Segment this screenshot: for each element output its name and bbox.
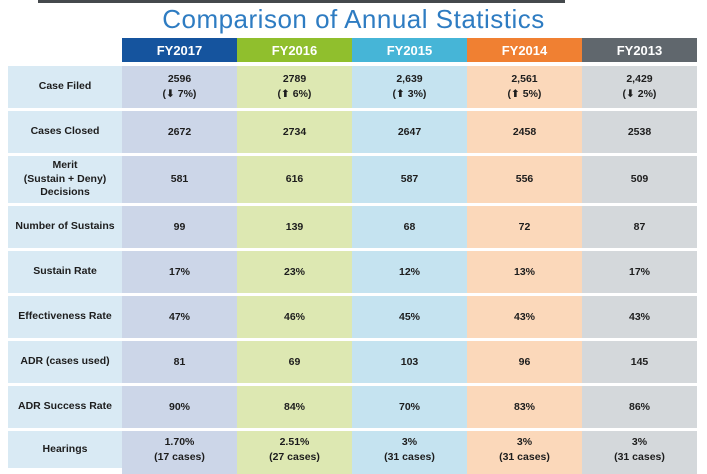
table-cell: 2789 (⬆ 6%) — [237, 66, 352, 108]
table-row-adr-success-rate: ADR Success Rate 90% 84% 70% 83% 86% — [8, 386, 697, 428]
table-cell: 139 — [237, 206, 352, 248]
table-row-hearings: Hearings 1.70% (17 cases) 2.51% (27 case… — [8, 431, 697, 468]
row-label-cell: ADR Success Rate — [8, 386, 122, 428]
table-cell: 2672 — [122, 111, 237, 153]
table-cell: 2,639 (⬆ 3%) — [352, 66, 467, 108]
footer-cell — [582, 468, 697, 474]
table-row-case-filed: Case Filed 2596 (⬇ 7%) 2789 (⬆ 6%) 2,639… — [8, 66, 697, 108]
footer-cell — [122, 468, 237, 474]
table-cell: 99 — [122, 206, 237, 248]
table-cell: 45% — [352, 296, 467, 338]
table-cell: 3% (31 cases) — [467, 431, 582, 468]
footer-cell — [467, 468, 582, 474]
table-row-number-of-sustains: Number of Sustains 99 139 68 72 87 — [8, 206, 697, 248]
table-cell: 87 — [582, 206, 697, 248]
table-cell: 2,561 (⬆ 5%) — [467, 66, 582, 108]
table-cell: 12% — [352, 251, 467, 293]
table-cell: 1.70% (17 cases) — [122, 431, 237, 468]
table-cell: 17% — [122, 251, 237, 293]
table-row-cases-closed: Cases Closed 2672 2734 2647 2458 2538 — [8, 111, 697, 153]
row-label-cell: Case Filed — [8, 66, 122, 108]
table-row-effectiveness-rate: Effectiveness Rate 47% 46% 45% 43% 43% — [8, 296, 697, 338]
row-label-cell: ADR (cases used) — [8, 341, 122, 383]
footer-cell — [352, 468, 467, 474]
table-cell: 616 — [237, 156, 352, 203]
table-cell: 587 — [352, 156, 467, 203]
table-cell: 23% — [237, 251, 352, 293]
table-cell: 84% — [237, 386, 352, 428]
table-cell: 43% — [582, 296, 697, 338]
footer-cell — [237, 468, 352, 474]
table-cell: 43% — [467, 296, 582, 338]
page-title: Comparison of Annual Statistics — [162, 4, 545, 34]
column-footer-strip — [122, 468, 697, 474]
table-cell: 86% — [582, 386, 697, 428]
table-row-sustain-rate: Sustain Rate 17% 23% 12% 13% 17% — [8, 251, 697, 293]
table-cell: 13% — [467, 251, 582, 293]
table-cell: 2458 — [467, 111, 582, 153]
table-row-adr-cases-used: ADR (cases used) 81 69 103 96 145 — [8, 341, 697, 383]
top-edge-artifact — [38, 0, 565, 3]
table-cell: 46% — [237, 296, 352, 338]
column-header-fy2013: FY2013 — [582, 38, 697, 62]
table-cell: 72 — [467, 206, 582, 248]
table-cell: 96 — [467, 341, 582, 383]
column-header-fy2016: FY2016 — [237, 38, 352, 62]
table-cell: 103 — [352, 341, 467, 383]
row-label-cell: Merit (Sustain + Deny) Decisions — [8, 156, 122, 203]
table-cell: 17% — [582, 251, 697, 293]
table-cell: 3% (31 cases) — [352, 431, 467, 468]
column-header-fy2014: FY2014 — [467, 38, 582, 62]
table-cell: 90% — [122, 386, 237, 428]
table-header-row: FY2017 FY2016 FY2015 FY2014 FY2013 — [122, 38, 697, 62]
table-row-merit-decisions: Merit (Sustain + Deny) Decisions 581 616… — [8, 156, 697, 203]
row-label-cell: Cases Closed — [8, 111, 122, 153]
table-cell: 70% — [352, 386, 467, 428]
column-header-fy2015: FY2015 — [352, 38, 467, 62]
column-header-fy2017: FY2017 — [122, 38, 237, 62]
table-cell: 556 — [467, 156, 582, 203]
table-cell: 83% — [467, 386, 582, 428]
table-cell: 69 — [237, 341, 352, 383]
table-cell: 2,429 (⬇ 2%) — [582, 66, 697, 108]
table-cell: 2596 (⬇ 7%) — [122, 66, 237, 108]
row-label-cell: Hearings — [8, 431, 122, 468]
row-label-cell: Sustain Rate — [8, 251, 122, 293]
table-cell: 509 — [582, 156, 697, 203]
table-cell: 68 — [352, 206, 467, 248]
table-cell: 2647 — [352, 111, 467, 153]
annual-statistics-table: FY2017 FY2016 FY2015 FY2014 FY2013 Case … — [8, 38, 697, 474]
table-cell: 47% — [122, 296, 237, 338]
table-cell: 2734 — [237, 111, 352, 153]
row-label-cell: Number of Sustains — [8, 206, 122, 248]
table-cell: 2538 — [582, 111, 697, 153]
row-label-cell: Effectiveness Rate — [8, 296, 122, 338]
table-cell: 581 — [122, 156, 237, 203]
table-cell: 81 — [122, 341, 237, 383]
table-cell: 145 — [582, 341, 697, 383]
table-cell: 3% (31 cases) — [582, 431, 697, 468]
table-cell: 2.51% (27 cases) — [237, 431, 352, 468]
